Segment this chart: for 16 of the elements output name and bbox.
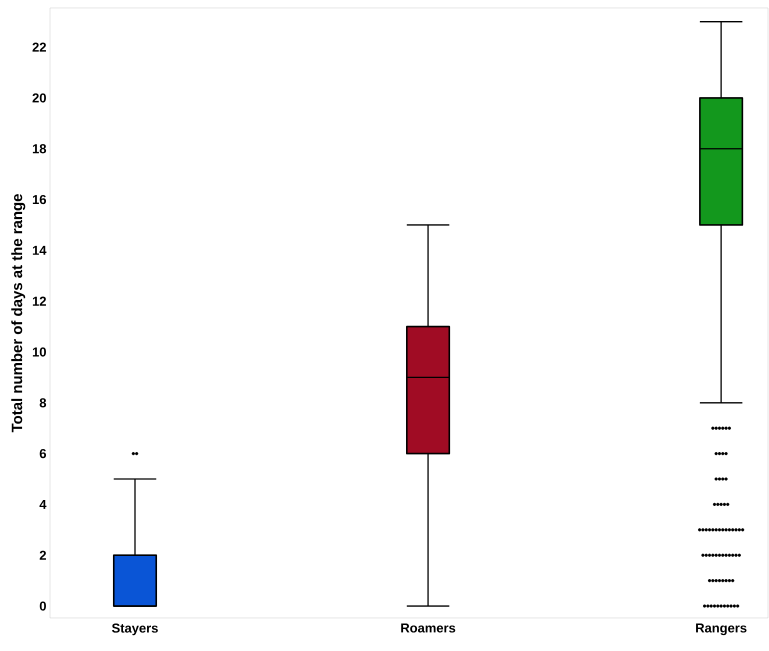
y-tick-label: 4: [39, 500, 46, 509]
y-tick-label: 8: [40, 398, 46, 408]
x-tick-label: Stayers: [112, 624, 158, 636]
y-tick-label: 10: [32, 347, 46, 357]
x-tick-label: Roamers: [401, 624, 456, 633]
x-tick-label: Rangers: [696, 624, 746, 636]
y-tick-label: 22: [32, 42, 46, 52]
y-tick-label: 2: [40, 550, 46, 560]
y-tick-label: 18: [32, 144, 46, 154]
y-tick-label: 0: [40, 601, 46, 611]
y-tick-label: 6: [40, 449, 46, 458]
y-tick-label: 16: [32, 194, 46, 204]
y-axis-title: Total number of days at the range: [11, 194, 26, 432]
y-tick-label: 14: [32, 246, 46, 255]
y-tick-label: 20: [32, 93, 46, 102]
y-tick-label: 12: [32, 296, 46, 306]
